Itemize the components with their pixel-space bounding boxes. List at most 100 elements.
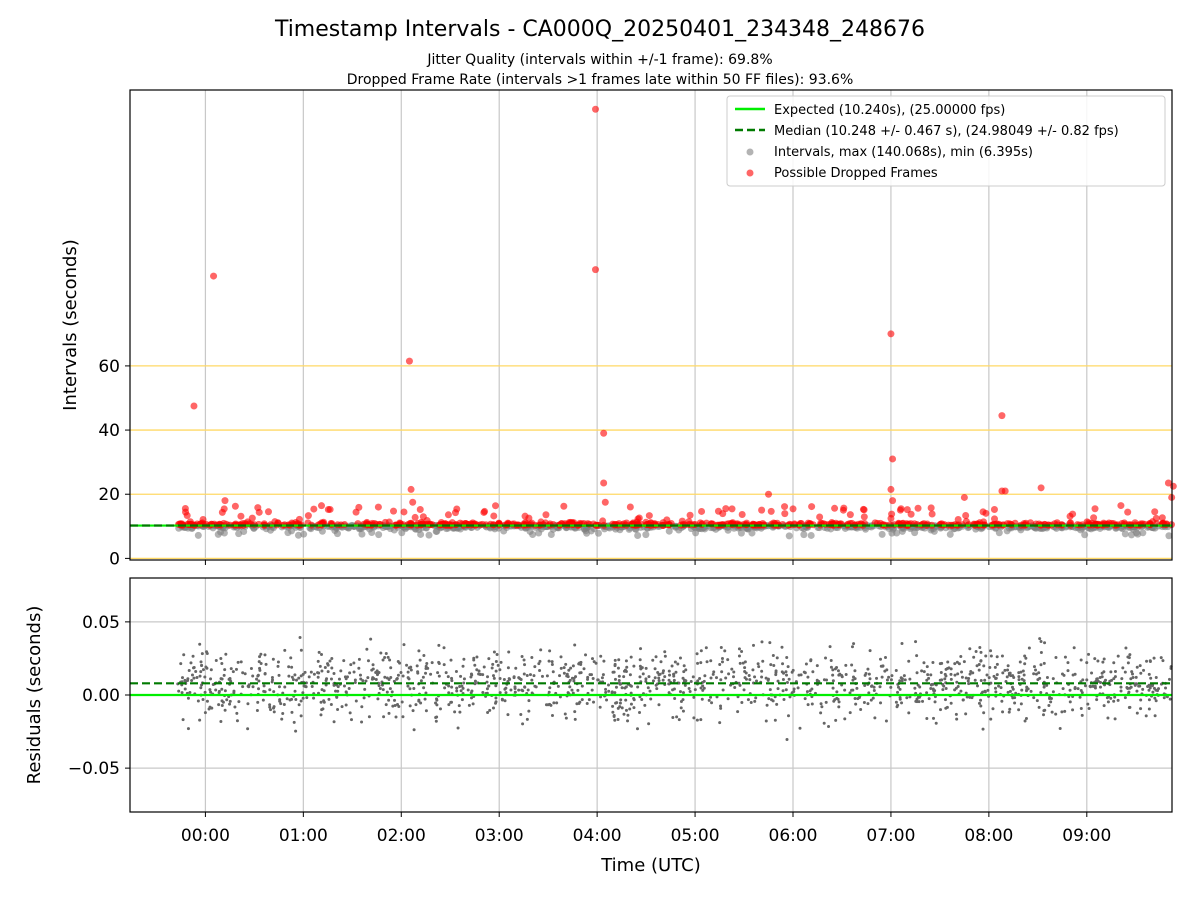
- residual-point: [699, 661, 703, 665]
- residual-point: [564, 716, 568, 720]
- dropped-frame-point: [490, 512, 498, 520]
- dropped-frame-point: [1152, 514, 1160, 522]
- residuals-x-axis-label: Time (UTC): [600, 855, 701, 876]
- residual-point: [867, 691, 871, 695]
- dropped-frame-point: [271, 518, 279, 526]
- residual-point: [297, 676, 301, 680]
- residual-point: [588, 673, 592, 677]
- residual-point: [736, 710, 740, 714]
- residuals-plot: 0.050.00−0.05 00:00 01:00 02:00 03:00 04:00 0…: [24, 577, 1173, 876]
- residual-point: [702, 679, 706, 683]
- residual-point: [611, 710, 615, 714]
- dropped-frame-point: [714, 507, 722, 515]
- residual-point: [940, 678, 944, 682]
- residual-point: [571, 664, 575, 668]
- residual-point: [1157, 687, 1161, 691]
- residual-point: [571, 691, 575, 695]
- residual-point: [353, 678, 357, 682]
- residual-point: [941, 688, 945, 692]
- residual-point: [726, 658, 730, 662]
- residual-point: [419, 679, 423, 683]
- residual-point: [487, 684, 491, 688]
- residual-point: [492, 676, 496, 680]
- residual-point: [1152, 656, 1156, 660]
- residual-point: [1021, 669, 1025, 673]
- residual-point: [460, 684, 464, 688]
- residual-point: [472, 656, 476, 660]
- residual-point: [770, 698, 774, 702]
- dropped-frame-point: [181, 504, 189, 512]
- residual-point: [976, 684, 980, 688]
- residual-point: [190, 673, 194, 677]
- residual-point: [550, 660, 554, 664]
- residual-point: [651, 679, 655, 683]
- residual-point: [586, 675, 590, 679]
- intervals-plot: 0 20 40 60 Intervals (seconds) Expected (10…: [60, 89, 1177, 569]
- residual-point: [584, 653, 588, 657]
- residual-point: [611, 670, 615, 674]
- dropped-frame-point: [218, 508, 226, 516]
- residual-point: [962, 660, 966, 664]
- residual-point: [362, 696, 366, 700]
- residual-point: [339, 669, 343, 673]
- residual-point: [744, 671, 748, 675]
- residual-point: [657, 703, 661, 707]
- residual-point: [727, 672, 731, 676]
- interval-point: [500, 527, 508, 535]
- residual-point: [1095, 698, 1099, 702]
- residual-point: [1148, 659, 1152, 663]
- residual-point: [760, 640, 764, 644]
- dropped-frame-point: [889, 455, 897, 463]
- residual-point: [538, 668, 542, 672]
- residual-point: [461, 664, 465, 668]
- residual-point: [495, 653, 499, 657]
- residual-point: [1167, 677, 1171, 681]
- residual-point: [709, 695, 713, 699]
- residual-point: [1113, 695, 1117, 699]
- dropped-frame-point: [416, 506, 424, 514]
- residual-point: [568, 685, 572, 689]
- residual-point: [354, 699, 358, 703]
- residual-point: [348, 711, 352, 715]
- residual-point: [509, 688, 513, 692]
- residual-point: [738, 683, 742, 687]
- residual-point: [344, 703, 348, 707]
- residual-point: [651, 658, 655, 662]
- interval-point: [737, 529, 745, 537]
- residual-point: [889, 685, 893, 689]
- residual-point: [435, 697, 439, 701]
- residual-point: [878, 685, 882, 689]
- residual-point: [446, 675, 450, 679]
- residual-point: [1138, 664, 1142, 668]
- residual-point: [784, 670, 788, 674]
- residual-point: [530, 678, 534, 682]
- residual-point: [548, 649, 552, 653]
- dropped-frame-point: [990, 506, 998, 514]
- residual-point: [288, 698, 292, 702]
- residual-point: [986, 688, 990, 692]
- interval-point: [1121, 530, 1129, 538]
- residual-point: [203, 675, 207, 679]
- residual-point: [353, 680, 357, 684]
- residual-point: [1112, 699, 1116, 703]
- residual-point: [1126, 687, 1130, 691]
- residual-point: [824, 656, 828, 660]
- residual-point: [388, 658, 392, 662]
- residual-point: [466, 688, 470, 692]
- residual-point: [220, 703, 224, 707]
- residual-point: [321, 707, 325, 711]
- residual-point: [979, 679, 983, 683]
- residual-point: [546, 703, 550, 707]
- residual-point: [198, 642, 202, 646]
- residual-point: [261, 698, 265, 702]
- residual-point: [704, 646, 708, 650]
- residual-point: [1153, 714, 1157, 718]
- residual-point: [533, 684, 537, 688]
- residual-point: [1135, 665, 1139, 669]
- residual-point: [768, 688, 772, 692]
- residual-point: [673, 697, 677, 701]
- residual-point: [319, 700, 323, 704]
- residual-point: [719, 678, 723, 682]
- dropped-frame-point: [860, 513, 868, 521]
- residual-point: [590, 657, 594, 661]
